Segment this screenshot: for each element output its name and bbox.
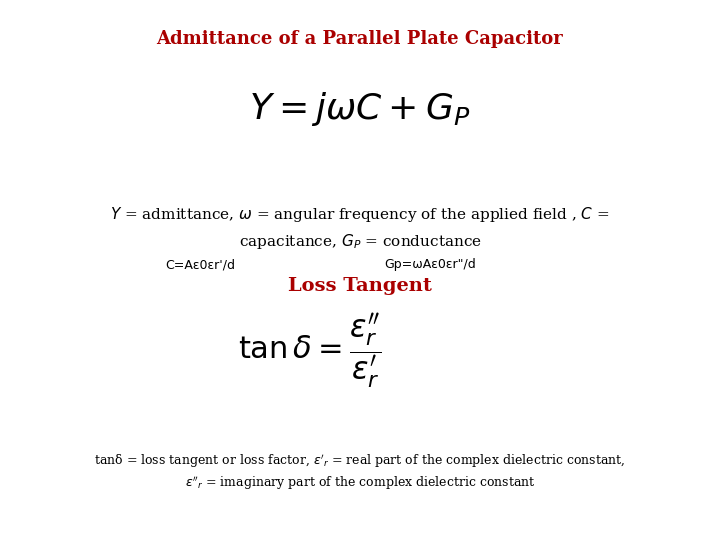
Text: $\varepsilon''_r$ = imaginary part of the complex dielectric constant: $\varepsilon''_r$ = imaginary part of th… (184, 475, 536, 492)
Text: Gp=ωAε0εr"/d: Gp=ωAε0εr"/d (384, 258, 476, 271)
Text: capacitance, $G_P$ = conductance: capacitance, $G_P$ = conductance (238, 232, 482, 251)
Text: $Y$ = admittance, $\omega$ = angular frequency of the applied field , $C$ =: $Y$ = admittance, $\omega$ = angular fre… (110, 205, 610, 224)
Text: Admittance of a Parallel Plate Capacitor: Admittance of a Parallel Plate Capacitor (157, 30, 563, 48)
Text: C=Aε0εr'/d: C=Aε0εr'/d (165, 258, 235, 271)
Text: Loss Tangent: Loss Tangent (288, 277, 432, 295)
Text: $Y = j\omega C + G_P$: $Y = j\omega C + G_P$ (249, 90, 471, 128)
Text: tanδ = loss tangent or loss factor, $\varepsilon'_r$ = real part of the complex : tanδ = loss tangent or loss factor, $\va… (94, 452, 626, 469)
Text: $\tan \delta = \dfrac{\varepsilon_r^{\prime\prime}}{\varepsilon_r^{\prime}}$: $\tan \delta = \dfrac{\varepsilon_r^{\pr… (238, 312, 382, 392)
